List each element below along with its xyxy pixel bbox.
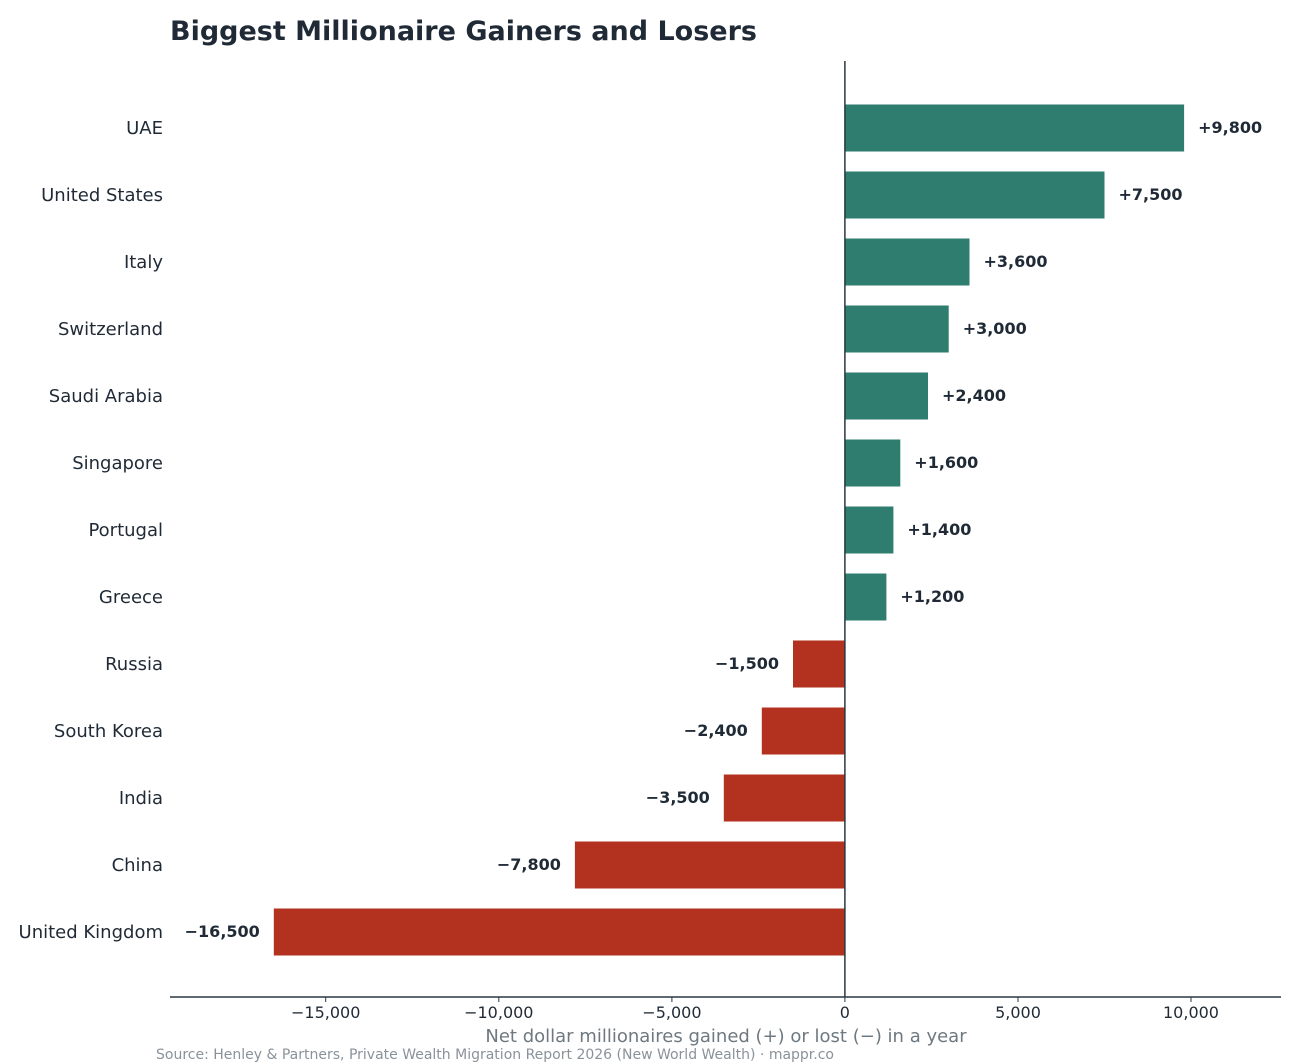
x-axis-title: Net dollar millionaires gained (+) or lo… xyxy=(485,1026,967,1047)
bar-south-korea xyxy=(761,707,845,755)
value-labels: +9,800 +7,500 +3,600 +3,000 +2,400 +1,600 +1,4… xyxy=(185,118,1262,941)
x-tick-label: −5,000 xyxy=(642,1003,701,1022)
category-label: Russia xyxy=(105,654,163,675)
bar-uae xyxy=(844,104,1185,152)
category-label: Switzerland xyxy=(58,319,163,340)
category-label: United States xyxy=(41,185,163,206)
x-axis-ticks: −15,000 −10,000 −5,000 0 5,000 10,000 xyxy=(291,997,1219,1022)
value-label: +9,800 xyxy=(1198,118,1262,137)
value-label: −2,400 xyxy=(684,721,748,740)
category-label: UAE xyxy=(126,118,163,139)
chart-title: Biggest Millionaire Gainers and Losers xyxy=(170,16,757,47)
value-label: +3,600 xyxy=(984,252,1048,271)
bar-switzerland xyxy=(844,305,949,353)
bar-portugal xyxy=(844,506,894,554)
x-tick-label: −15,000 xyxy=(291,1003,360,1022)
bar-russia xyxy=(793,640,845,688)
x-tick-label: 0 xyxy=(840,1003,850,1022)
x-tick-label: −10,000 xyxy=(464,1003,533,1022)
category-label: Greece xyxy=(99,587,163,608)
category-label: United Kingdom xyxy=(19,922,163,943)
bar-united-kingdom xyxy=(273,908,845,956)
category-labels: UAE United States Italy Switzerland Saudi Ar… xyxy=(19,118,164,943)
value-label: +1,400 xyxy=(907,520,971,539)
value-label: +7,500 xyxy=(1119,185,1183,204)
bar-india xyxy=(723,774,845,822)
category-label: Singapore xyxy=(72,453,163,474)
value-label: +3,000 xyxy=(963,319,1027,338)
source-note: Source: Henley & Partners, Private Wealt… xyxy=(156,1047,834,1063)
value-label: −16,500 xyxy=(185,922,260,941)
category-label: India xyxy=(119,788,163,809)
x-tick-label: 5,000 xyxy=(995,1003,1041,1022)
value-label: −3,500 xyxy=(646,788,710,807)
bar-singapore xyxy=(844,439,901,487)
bar-saudi-arabia xyxy=(844,372,928,420)
category-label: South Korea xyxy=(54,721,163,742)
category-label: Italy xyxy=(124,252,163,273)
category-label: Portugal xyxy=(88,520,163,541)
bar-china xyxy=(574,841,845,889)
value-label: −1,500 xyxy=(715,654,779,673)
x-tick-label: 10,000 xyxy=(1163,1003,1219,1022)
category-label: China xyxy=(112,855,163,876)
value-label: −7,800 xyxy=(497,855,561,874)
value-label: +1,600 xyxy=(914,453,978,472)
bar-united-states xyxy=(844,171,1105,219)
bars-layer xyxy=(273,104,1185,956)
value-label: +1,200 xyxy=(900,587,964,606)
value-label: +2,400 xyxy=(942,386,1006,405)
category-label: Saudi Arabia xyxy=(49,386,163,407)
bar-italy xyxy=(844,238,970,286)
bar-greece xyxy=(844,573,887,621)
